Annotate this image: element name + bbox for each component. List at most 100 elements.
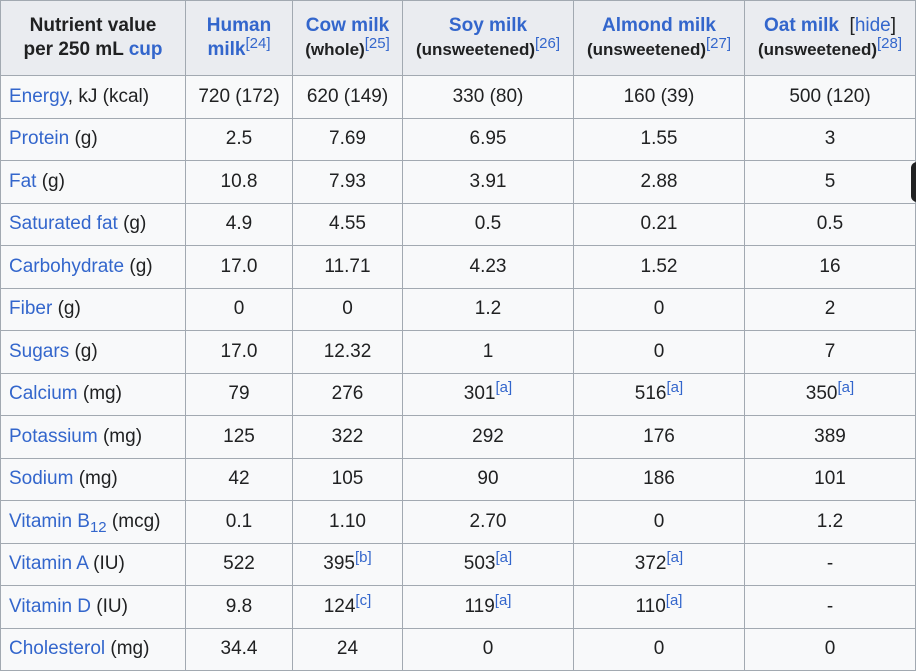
row-label-saturated-fat: Saturated fat (g) (0, 202, 186, 246)
nutrient-link[interactable]: Saturated fat (9, 213, 118, 235)
nutrient-link[interactable]: Fiber (9, 298, 53, 320)
footnote-ref[interactable]: [a] (495, 379, 513, 397)
value-cell-human: 79 (185, 372, 293, 416)
nutrient-link[interactable]: Sodium (9, 468, 74, 490)
header-nutrient-per-text: per 250 mL (23, 39, 129, 60)
header-soy-milk: Soy milk (unsweetened)[26] (402, 0, 574, 76)
footnote-ref[interactable]: [b] (355, 549, 372, 567)
cup-link[interactable]: cup (128, 39, 163, 60)
scroll-indicator[interactable] (911, 162, 916, 202)
cell-value: 16 (819, 255, 841, 277)
nutrient-unit: (mg) (77, 383, 122, 405)
row-label-energy: Energy, kJ (kcal) (0, 75, 186, 119)
row-label-vitamin-b12: Vitamin B12 (mcg) (0, 500, 186, 544)
cell-value: 12.32 (323, 340, 372, 362)
cow-milk-link[interactable]: Cow milk (305, 15, 390, 36)
nutrient-subscript[interactable]: 12 (89, 518, 107, 536)
footnote-ref[interactable]: [a] (837, 379, 855, 397)
almond-milk-ref[interactable]: [27] (706, 35, 732, 52)
value-cell-cow: 7.93 (292, 160, 403, 204)
footnote-ref[interactable]: [c] (355, 591, 372, 609)
footnote-ref[interactable]: [a] (495, 549, 513, 567)
nutrient-link[interactable]: Energy (9, 85, 68, 107)
header-soy-line2: (unsweetened)[26] (403, 35, 573, 62)
nutrient-link[interactable]: Protein (9, 128, 70, 150)
nutrient-link[interactable]: Vitamin A (9, 553, 88, 575)
cell-value: 1 (482, 340, 494, 362)
hide-link[interactable]: hide (854, 15, 891, 36)
hide-toggle[interactable]: [hide] (850, 15, 896, 36)
cell-value: 2 (824, 298, 836, 320)
oat-milk-ref[interactable]: [28] (877, 35, 903, 52)
footnote-ref[interactable]: [a] (666, 549, 684, 567)
value-cell-oat: 350[a] (744, 372, 916, 416)
cell-value: 292 (472, 425, 504, 447)
value-cell-cow: 620 (149) (292, 75, 403, 119)
cell-value: 1.2 (474, 298, 502, 320)
value-cell-oat: 7 (744, 330, 916, 374)
human-milk-link-line2[interactable]: milk (207, 39, 246, 60)
cell-value: 4.55 (329, 213, 366, 235)
human-milk-link-line1[interactable]: Human (206, 15, 272, 36)
footnote-ref[interactable]: [a] (665, 591, 683, 609)
header-row: Nutrient value per 250 mL cup Human milk… (0, 0, 916, 76)
cell-value: 5 (824, 170, 836, 192)
value-cell-soy: 0 (402, 627, 574, 671)
value-cell-soy: 119[a] (402, 585, 574, 629)
nutrient-link[interactable]: Vitamin B (9, 510, 90, 532)
nutrient-link[interactable]: Carbohydrate (9, 255, 125, 277)
cell-value: 1.2 (816, 510, 844, 532)
cow-milk-ref[interactable]: [25] (364, 35, 390, 52)
nutrient-link[interactable]: Cholesterol (9, 638, 106, 660)
value-cell-oat: 389 (744, 415, 916, 459)
footnote-ref[interactable]: [a] (666, 379, 684, 397)
value-cell-soy: 3.91 (402, 160, 574, 204)
cell-value: 186 (643, 468, 675, 490)
nutrient-unit: (g) (124, 255, 153, 277)
value-cell-soy: 1 (402, 330, 574, 374)
cell-value: 17.0 (220, 255, 258, 277)
row-label-potassium: Potassium (mg) (0, 415, 186, 459)
cell-value: 0 (653, 510, 665, 532)
table-row: Potassium (mg) 125 322 292 176 389 (0, 415, 916, 459)
value-cell-oat: 101 (744, 457, 916, 501)
cow-milk-variant: (whole) (305, 40, 365, 59)
nutrient-link[interactable]: Fat (9, 170, 37, 192)
nutrient-link[interactable]: Sugars (9, 340, 70, 362)
value-cell-human: 4.9 (185, 202, 293, 246)
oat-milk-variant: (unsweetened) (757, 40, 877, 59)
almond-milk-link[interactable]: Almond milk (601, 15, 716, 36)
cell-value: 160 (39) (623, 85, 695, 107)
value-cell-soy: 6.95 (402, 117, 574, 161)
value-cell-cow: 276 (292, 372, 403, 416)
cell-value: 301 (463, 383, 496, 405)
cell-value: 0.21 (640, 213, 678, 235)
value-cell-almond: 1.55 (573, 117, 745, 161)
nutrient-link[interactable]: Vitamin D (9, 595, 92, 617)
cell-value: - (826, 595, 834, 617)
cell-value: 0.1 (225, 510, 253, 532)
header-oat-line1: Oat milk [hide] (745, 14, 915, 38)
oat-milk-link[interactable]: Oat milk (763, 15, 839, 36)
footnote-ref[interactable]: [a] (494, 591, 512, 609)
nutrient-link[interactable]: Potassium (9, 425, 98, 447)
cell-value: 11.71 (324, 255, 371, 277)
nutrient-unit: (IU) (87, 553, 125, 575)
cell-value: 350 (805, 383, 838, 405)
row-label-calcium: Calcium (mg) (0, 372, 186, 416)
table-row: Protein (g) 2.5 7.69 6.95 1.55 3 (0, 117, 916, 161)
cell-value: 0.5 (816, 213, 844, 235)
human-milk-ref[interactable]: [24] (245, 35, 271, 52)
cell-value: 2.88 (640, 170, 678, 192)
value-cell-almond: 2.88 (573, 160, 745, 204)
nutrient-unit: (g) (36, 170, 65, 192)
cell-value: 110 (635, 595, 666, 617)
value-cell-cow: 11.71 (292, 245, 403, 289)
cell-value: 322 (331, 425, 364, 447)
soy-milk-ref[interactable]: [26] (535, 35, 561, 52)
nutrient-link[interactable]: Calcium (9, 383, 78, 405)
soy-milk-link[interactable]: Soy milk (448, 15, 528, 36)
value-cell-human: 0.1 (185, 500, 293, 544)
cell-value: 4.23 (469, 255, 507, 277)
value-cell-human: 0 (185, 287, 293, 331)
